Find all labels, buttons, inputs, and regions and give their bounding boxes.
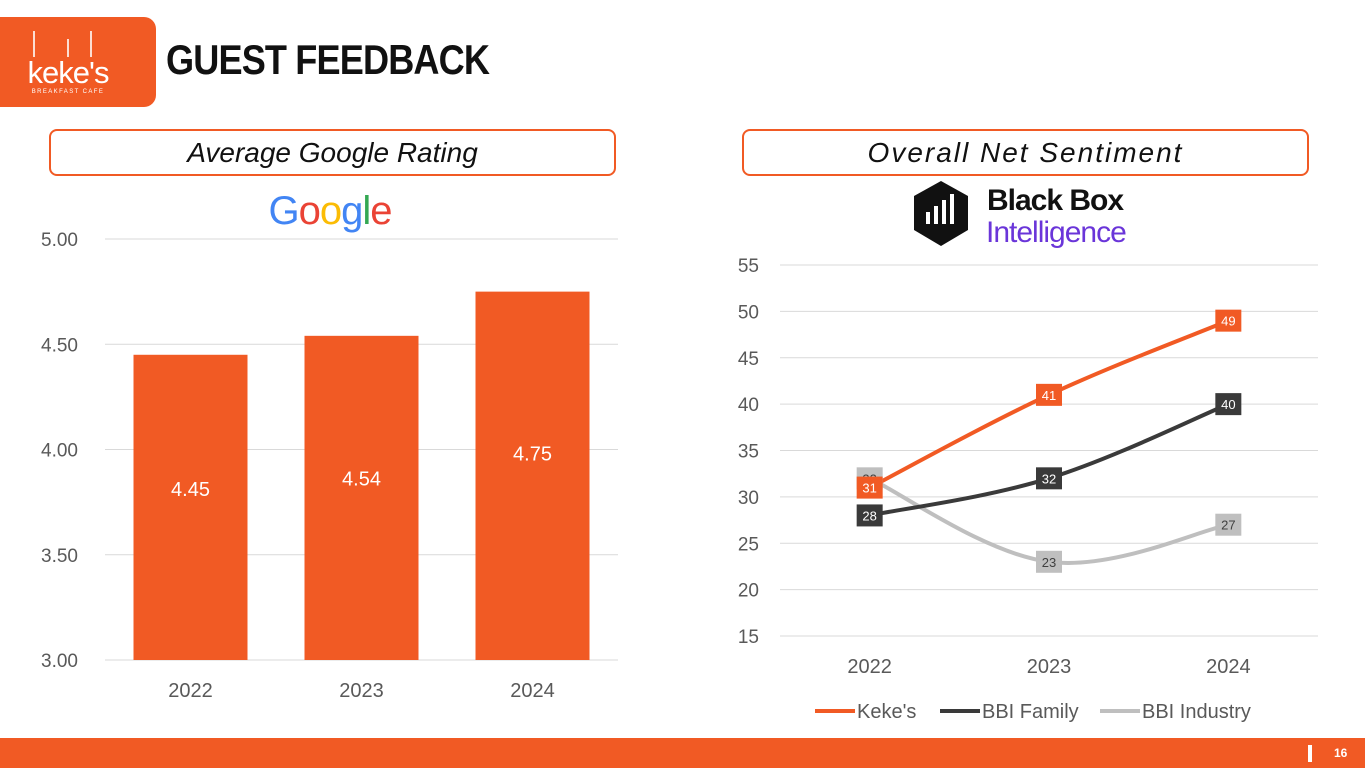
bar-ytick-label: 3.00 [41,651,78,672]
legend-label: BBI Industry [1142,701,1251,723]
line-ytick-label: 55 [738,256,759,277]
series-data-label: 32 [1042,471,1056,486]
line-ytick-label: 15 [738,627,759,648]
google-rating-bar-chart: 3.00 3.50 4.00 4.50 5.00 4.45 2022 4.54 2023 4.75… [41,230,618,702]
net-sentiment-panel-title: Overall Net Sentiment [742,129,1309,176]
bar-data-label: 4.45 [171,479,210,501]
page-title: GUEST FEEDBACK [166,36,490,83]
series-data-label: 27 [1221,518,1235,533]
bbi-hexagon-icon [914,181,968,246]
line-ytick-label: 30 [738,488,759,509]
footer-bar [0,738,1365,768]
line-ytick-label: 35 [738,442,759,463]
charts-canvas: Google Black Box Intelligence 3.00 3.50 4.… [41,181,1318,723]
series-point [856,504,883,527]
series-point [856,476,883,499]
series-point [1036,467,1062,490]
legend-label: Keke's [857,701,916,723]
series-point [1215,393,1242,416]
bar [304,335,419,660]
bar-xtick-label: 2023 [339,680,384,702]
series-point [1215,309,1242,332]
series-point [1036,550,1062,573]
kekes-logo: keke's BREAKFAST CAFE [0,17,156,107]
google-rating-panel-title: Average Google Rating [49,129,616,176]
line-ytick-label: 50 [738,302,759,323]
bar-xtick-label: 2022 [168,680,213,702]
series-data-label: 28 [862,508,876,523]
bar [475,291,590,660]
series-data-label: 31 [862,481,876,496]
line-xtick-label: 2023 [1027,656,1072,678]
bar-data-label: 4.75 [513,444,552,466]
legend-label: BBI Family [982,701,1079,723]
google-logo-letter: G [268,189,298,233]
series-data-label: 23 [1042,555,1056,570]
series-data-label: 40 [1221,397,1235,412]
bar-xtick-label: 2024 [510,680,555,702]
bar-ytick-label: 3.50 [41,546,78,567]
bbi-bars-icon [926,194,954,224]
bar-ytick-label: 4.00 [41,441,78,462]
bar [133,354,248,660]
series-line [867,476,1231,565]
series-point [1036,383,1062,406]
line-ytick-label: 20 [738,581,759,602]
page-number: 16 [1334,746,1348,760]
bar-ytick-label: 5.00 [41,230,78,251]
google-logo-letter: e [370,189,391,233]
google-logo-letter: g [341,189,362,233]
series-point [1215,513,1242,536]
google-logo-text: Google [268,189,391,233]
line-ytick-label: 25 [738,534,759,555]
google-logo-letter: l [362,189,370,233]
series-data-label: 49 [1221,314,1235,329]
series-data-label: 41 [1042,388,1056,403]
google-logo-letter: o [299,189,320,233]
black-box-intelligence-logo: Black Box Intelligence [914,181,1127,249]
google-logo-letter: o [320,189,341,233]
bbi-logo-line2: Intelligence [986,216,1126,249]
footer-mark [1308,745,1312,762]
bar-data-label: 4.54 [342,468,381,490]
line-ytick-label: 40 [738,395,759,416]
bar-ytick-label: 4.50 [41,335,78,356]
line-xtick-label: 2022 [847,656,892,678]
logo-subtext: BREAKFAST CAFE [32,89,105,95]
net-sentiment-line-chart: 1520253035404550552022202320243223272832… [738,256,1318,723]
line-ytick-label: 45 [738,349,759,370]
logo-wordmark: keke's [28,55,109,90]
google-logo: Google [268,189,392,233]
line-xtick-label: 2024 [1206,656,1251,678]
bbi-logo-line1: Black Box [987,184,1124,217]
